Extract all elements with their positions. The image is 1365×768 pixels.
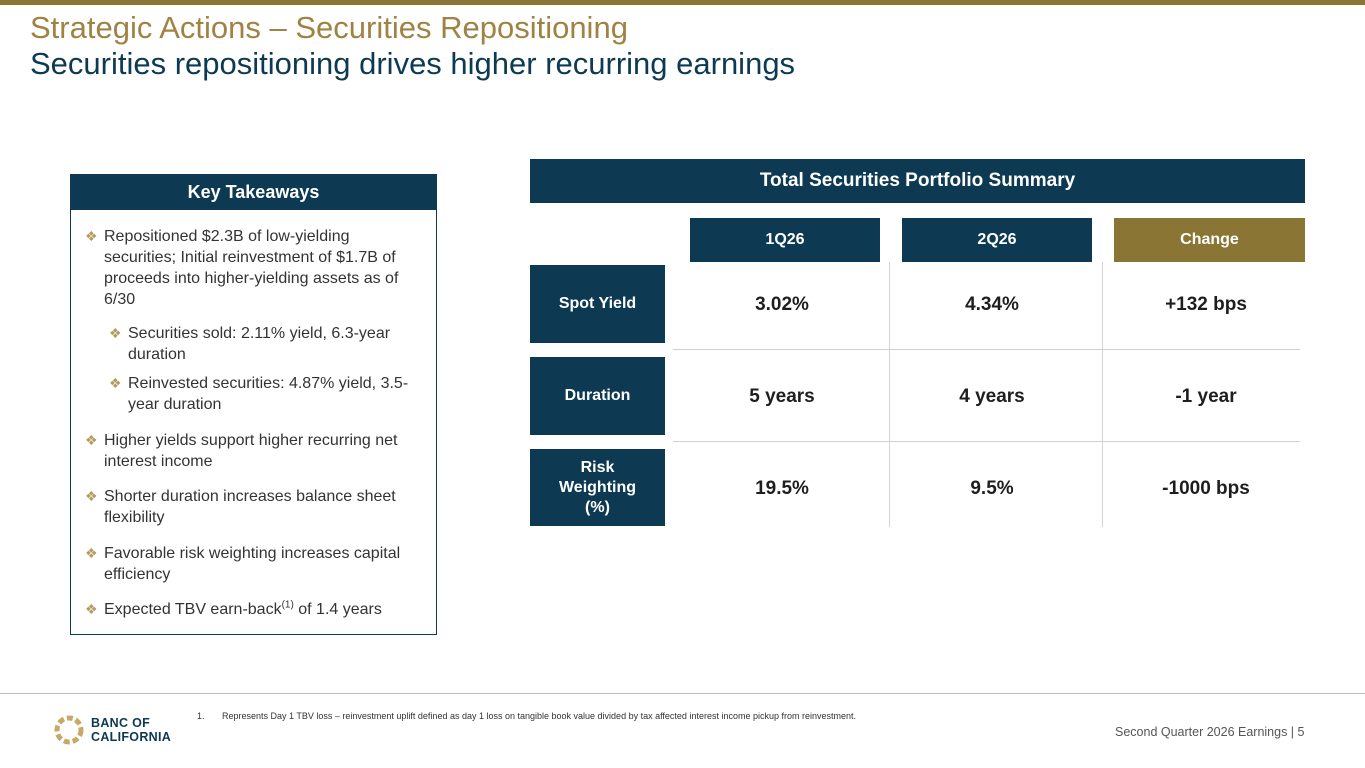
- takeaway-text: of 1.4 years: [293, 601, 382, 618]
- takeaway-text: Favorable risk weighting increases capit…: [104, 545, 401, 583]
- takeaway-text: Repositioned $2.3B of low-yielding secur…: [104, 228, 399, 308]
- banc-of-california-logo-icon: [54, 715, 84, 745]
- key-takeaways-panel: Key Takeaways ❖ Repositioned $2.3B of lo…: [70, 174, 437, 635]
- takeaway-bullet: ❖ Favorable risk weighting increases cap…: [85, 543, 429, 585]
- diamond-bullet-icon: ❖: [109, 325, 122, 341]
- portfolio-summary-heading: Total Securities Portfolio Summary: [530, 159, 1305, 203]
- footnote-number: 1.: [197, 711, 205, 721]
- takeaway-text: Securities sold: 2.11% yield, 6.3-year d…: [128, 325, 391, 363]
- table-cell: +132 bps: [1165, 294, 1247, 315]
- table-cell: 19.5%: [755, 478, 809, 499]
- table-cell: 4.34%: [965, 294, 1019, 315]
- row-divider: [673, 349, 1300, 350]
- column-header-change: Change: [1114, 218, 1305, 262]
- table-cell: 4 years: [959, 386, 1025, 407]
- column-divider: [889, 262, 890, 527]
- diamond-bullet-icon: ❖: [85, 432, 98, 448]
- row-header-duration: Duration: [530, 357, 665, 435]
- diamond-bullet-icon: ❖: [109, 375, 122, 391]
- takeaway-sub-bullet: ❖ Securities sold: 2.11% yield, 6.3-year…: [109, 323, 418, 365]
- table-cell: 9.5%: [970, 478, 1014, 499]
- row-divider: [673, 441, 1300, 442]
- page-subtitle: Securities repositioning drives higher r…: [30, 46, 796, 81]
- column-divider: [1102, 262, 1103, 527]
- takeaway-bullet: ❖ Expected TBV earn-back(1) of 1.4 years: [85, 599, 429, 620]
- company-logo-text: BANC OF CALIFORNIA: [91, 716, 171, 744]
- row-header-spot-yield: Spot Yield: [530, 265, 665, 343]
- diamond-bullet-icon: ❖: [85, 545, 98, 561]
- takeaway-text: Higher yields support higher recurring n…: [104, 432, 398, 470]
- page-label: Second Quarter 2026 Earnings | 5: [1115, 725, 1305, 739]
- footnote-text: Represents Day 1 TBV loss – reinvestment…: [222, 711, 857, 721]
- diamond-bullet-icon: ❖: [85, 228, 98, 244]
- takeaway-bullet: ❖ Higher yields support higher recurring…: [85, 430, 424, 472]
- diamond-bullet-icon: ❖: [85, 488, 98, 504]
- top-accent-bar: [0, 0, 1365, 5]
- takeaway-sub-bullet: ❖ Reinvested securities: 4.87% yield, 3.…: [109, 373, 418, 415]
- takeaway-bullet: ❖ Shorter duration increases balance she…: [85, 486, 424, 528]
- key-takeaways-heading: Key Takeaways: [71, 175, 436, 210]
- table-cell: -1000 bps: [1162, 478, 1250, 499]
- diamond-bullet-icon: ❖: [85, 601, 98, 617]
- takeaway-bullet: ❖ Repositioned $2.3B of low-yielding sec…: [85, 226, 424, 310]
- table-cell: 3.02%: [755, 294, 809, 315]
- column-header-1q26: 1Q26: [690, 218, 880, 262]
- column-header-2q26: 2Q26: [902, 218, 1092, 262]
- takeaway-text: Expected TBV earn-back: [104, 601, 282, 618]
- table-cell: -1 year: [1175, 386, 1237, 407]
- logo-line-2: CALIFORNIA: [91, 730, 172, 744]
- footer-divider: [0, 693, 1365, 694]
- row-header-risk-weighting: Risk Weighting (%): [530, 449, 665, 526]
- takeaway-text: Reinvested securities: 4.87% yield, 3.5-…: [128, 375, 409, 413]
- footnote-reference: (1): [281, 599, 294, 611]
- logo-line-1: BANC OF: [91, 716, 151, 730]
- takeaway-text: Shorter duration increases balance sheet…: [104, 488, 396, 526]
- table-cell: 5 years: [749, 386, 815, 407]
- page-title: Strategic Actions – Securities Repositio…: [30, 10, 628, 45]
